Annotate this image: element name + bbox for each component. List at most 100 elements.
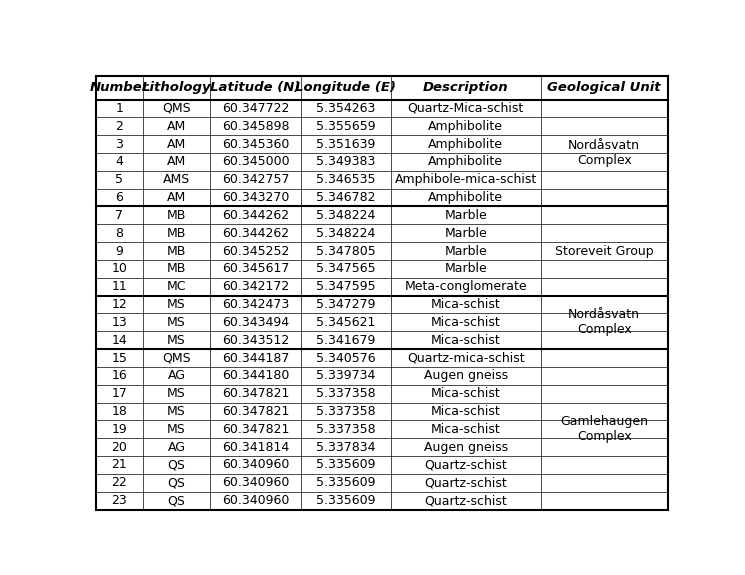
Text: 60.344262: 60.344262 — [222, 227, 289, 240]
Text: 60.345252: 60.345252 — [222, 244, 289, 258]
Text: AM: AM — [167, 191, 186, 204]
Text: 3: 3 — [115, 137, 124, 151]
Text: Quartz-Mica-schist: Quartz-Mica-schist — [408, 102, 524, 115]
Text: 22: 22 — [112, 476, 127, 489]
Text: 60.344187: 60.344187 — [222, 351, 289, 365]
Text: AG: AG — [168, 369, 186, 382]
Text: 60.340960: 60.340960 — [222, 494, 289, 507]
Text: Nordåsvatn
Complex: Nordåsvatn Complex — [568, 139, 640, 167]
Text: MS: MS — [167, 298, 186, 311]
Text: 60.340960: 60.340960 — [222, 458, 289, 472]
Text: 4: 4 — [115, 155, 124, 168]
Text: MB: MB — [167, 262, 186, 275]
Text: 60.344262: 60.344262 — [222, 209, 289, 222]
Text: 7: 7 — [115, 209, 124, 222]
Text: 60.342473: 60.342473 — [222, 298, 289, 311]
Text: 60.345000: 60.345000 — [222, 155, 289, 168]
Text: AG: AG — [168, 440, 186, 454]
Text: 18: 18 — [112, 405, 127, 418]
Text: 17: 17 — [112, 387, 127, 400]
Text: 21: 21 — [112, 458, 127, 472]
Text: 9: 9 — [115, 244, 124, 258]
Text: 5.346535: 5.346535 — [316, 173, 375, 186]
Text: Meta-conglomerate: Meta-conglomerate — [405, 280, 527, 293]
Text: 5.347595: 5.347595 — [316, 280, 375, 293]
Text: MB: MB — [167, 227, 186, 240]
Text: Mica-schist: Mica-schist — [431, 334, 501, 347]
Text: 60.347821: 60.347821 — [222, 423, 289, 436]
Text: 60.341814: 60.341814 — [222, 440, 289, 454]
Text: 15: 15 — [112, 351, 127, 365]
Text: 5: 5 — [115, 173, 124, 186]
Text: 11: 11 — [112, 280, 127, 293]
Text: Amphibolite: Amphibolite — [428, 120, 504, 133]
Text: Mica-schist: Mica-schist — [431, 298, 501, 311]
Text: MS: MS — [167, 423, 186, 436]
Text: QS: QS — [168, 458, 186, 472]
Text: 60.343494: 60.343494 — [222, 316, 289, 329]
Text: MS: MS — [167, 405, 186, 418]
Text: 10: 10 — [112, 262, 127, 275]
Text: Mica-schist: Mica-schist — [431, 387, 501, 400]
Text: QS: QS — [168, 494, 186, 507]
Text: Nordåsvatn
Complex: Nordåsvatn Complex — [568, 308, 640, 336]
Text: Longitude (E): Longitude (E) — [295, 81, 396, 94]
Text: MS: MS — [167, 387, 186, 400]
Text: QMS: QMS — [162, 351, 191, 365]
Text: 60.342757: 60.342757 — [222, 173, 289, 186]
Text: AMS: AMS — [163, 173, 190, 186]
Text: AM: AM — [167, 155, 186, 168]
Text: 5.348224: 5.348224 — [316, 209, 375, 222]
Text: 5.335609: 5.335609 — [316, 476, 375, 489]
Text: Marble: Marble — [445, 262, 487, 275]
Text: Augen gneiss: Augen gneiss — [424, 440, 508, 454]
Text: 5.347565: 5.347565 — [316, 262, 375, 275]
Text: Lithology: Lithology — [142, 81, 212, 94]
Text: Latitude (N): Latitude (N) — [210, 81, 301, 94]
Text: 5.355659: 5.355659 — [316, 120, 375, 133]
Text: 13: 13 — [112, 316, 127, 329]
Text: AM: AM — [167, 120, 186, 133]
Text: 12: 12 — [112, 298, 127, 311]
Text: MC: MC — [167, 280, 186, 293]
Text: Marble: Marble — [445, 227, 487, 240]
Text: 60.344180: 60.344180 — [222, 369, 289, 382]
Text: 5.341679: 5.341679 — [316, 334, 375, 347]
Text: 60.343270: 60.343270 — [222, 191, 289, 204]
Text: 16: 16 — [112, 369, 127, 382]
Text: 8: 8 — [115, 227, 124, 240]
Text: 60.347722: 60.347722 — [222, 102, 289, 115]
Text: Quartz-mica-schist: Quartz-mica-schist — [407, 351, 524, 365]
Text: Mica-schist: Mica-schist — [431, 423, 501, 436]
Text: 19: 19 — [112, 423, 127, 436]
Text: 6: 6 — [115, 191, 124, 204]
Text: Quartz-schist: Quartz-schist — [425, 458, 507, 472]
Text: Gamlehaugen
Complex: Gamlehaugen Complex — [560, 415, 648, 443]
Text: 5.335609: 5.335609 — [316, 494, 375, 507]
Text: 20: 20 — [112, 440, 127, 454]
Text: Description: Description — [423, 81, 509, 94]
Text: MB: MB — [167, 244, 186, 258]
Text: 5.337834: 5.337834 — [316, 440, 375, 454]
Text: AM: AM — [167, 137, 186, 151]
Text: 5.337358: 5.337358 — [316, 405, 375, 418]
Text: Quartz-schist: Quartz-schist — [425, 476, 507, 489]
Text: Amphibole-mica-schist: Amphibole-mica-schist — [395, 173, 537, 186]
Text: 5.335609: 5.335609 — [316, 458, 375, 472]
Text: 60.343512: 60.343512 — [222, 334, 289, 347]
Text: 60.345360: 60.345360 — [222, 137, 289, 151]
Text: QMS: QMS — [162, 102, 191, 115]
Text: 1: 1 — [115, 102, 124, 115]
Text: 5.346782: 5.346782 — [316, 191, 375, 204]
Text: 60.345617: 60.345617 — [222, 262, 289, 275]
Text: Geological Unit: Geological Unit — [548, 81, 661, 94]
Text: Amphibolite: Amphibolite — [428, 191, 504, 204]
Text: Quartz-schist: Quartz-schist — [425, 494, 507, 507]
Text: 5.345621: 5.345621 — [316, 316, 375, 329]
Text: Mica-schist: Mica-schist — [431, 316, 501, 329]
Text: 5.337358: 5.337358 — [316, 387, 375, 400]
Text: 5.351639: 5.351639 — [316, 137, 375, 151]
Text: 14: 14 — [112, 334, 127, 347]
Text: 60.345898: 60.345898 — [222, 120, 289, 133]
Text: 5.337358: 5.337358 — [316, 423, 375, 436]
